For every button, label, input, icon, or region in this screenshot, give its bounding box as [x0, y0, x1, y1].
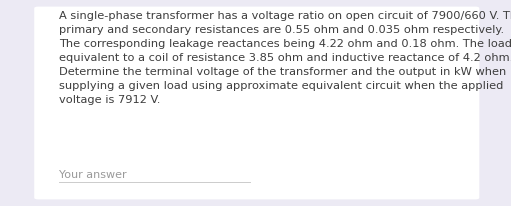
- Text: A single-phase transformer has a voltage ratio on open circuit of 7900/660 V. Th: A single-phase transformer has a voltage…: [59, 11, 511, 105]
- Text: Your answer: Your answer: [59, 170, 126, 180]
- FancyBboxPatch shape: [34, 7, 479, 199]
